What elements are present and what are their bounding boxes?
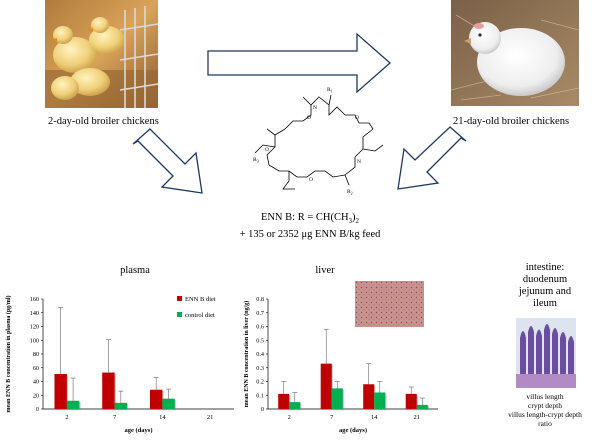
svg-text:O: O <box>355 115 359 121</box>
down-right-arrow-icon <box>132 128 203 194</box>
bar <box>374 392 386 409</box>
bar <box>149 389 163 409</box>
chicks-photo <box>45 0 158 108</box>
legend-swatch <box>177 312 182 317</box>
y-tick-label: 80 <box>33 351 39 358</box>
enniatin-b-structure: O N O O R1 R3 R2 N O <box>253 87 384 196</box>
legend-swatch <box>177 296 182 301</box>
y-tick-label: 120 <box>30 324 39 331</box>
liver-micrograph <box>355 281 424 327</box>
r2-label: R2 <box>347 189 353 196</box>
right-arrow-icon <box>207 32 391 94</box>
y-tick-label: 20 <box>33 392 39 399</box>
molecule-caption-line1: ENN B: R = CH(CH3)2 <box>260 212 360 226</box>
svg-text:O: O <box>307 115 311 121</box>
y-tick-label: 0.8 <box>256 296 264 303</box>
liver-chart-title: liver <box>315 265 335 276</box>
bar <box>320 363 332 409</box>
bar <box>331 388 343 409</box>
y-axis-label: mean ENN B concentration in plasma (pg/m… <box>5 295 12 412</box>
x-tick-label: 7 <box>330 414 334 421</box>
svg-text:O: O <box>265 147 269 153</box>
intestine-measures: villus length crypt depth villus length-… <box>508 392 582 428</box>
x-axis-label: age (days) <box>339 427 367 434</box>
y-tick-label: 0.6 <box>256 324 264 331</box>
y-tick-label: 0.4 <box>256 351 264 358</box>
bar <box>405 393 417 409</box>
legend-label: ENN B diet <box>185 296 216 303</box>
r1-label: R1 <box>327 87 333 94</box>
villi-tissue-icon <box>516 318 576 388</box>
r3-label: R3 <box>253 157 259 164</box>
legend-label: control diet <box>185 312 215 319</box>
y-tick-label: 0.3 <box>256 365 264 372</box>
left-photo-caption: 2-day-old broiler chickens <box>48 116 159 127</box>
plasma-chart: 0 20 40 60 80 100 120 140 160 2 7 14 21 age (days) mea… <box>5 295 234 434</box>
y-tick-label: 40 <box>33 379 39 386</box>
y-tick-label: 0 <box>261 406 264 413</box>
svg-text:N: N <box>357 159 361 165</box>
svg-text:N: N <box>313 105 317 111</box>
y-tick-label: 0 <box>36 406 39 413</box>
bar <box>416 404 428 409</box>
y-axis-label: mean ENN B concentration in liver (ng/g) <box>243 301 250 408</box>
x-tick-label: 21 <box>414 414 421 421</box>
y-tick-label: 0.1 <box>256 392 264 399</box>
x-tick-label: 7 <box>113 414 117 421</box>
y-tick-label: 140 <box>30 310 39 317</box>
y-tick-label: 160 <box>30 296 39 303</box>
bar <box>363 384 375 409</box>
intestine-micrograph <box>516 318 576 388</box>
liver-tissue-icon <box>355 281 424 327</box>
molecule-caption-line2: + 135 or 2352 μg ENN B/kg feed <box>239 229 381 240</box>
y-tick-label: 60 <box>33 365 39 372</box>
x-tick-label: 2 <box>288 414 291 421</box>
y-tick-label: 0.5 <box>256 337 264 344</box>
bar <box>102 372 115 409</box>
right-photo-caption: 21-day-old broiler chickens <box>453 116 570 127</box>
grown-chicken-photo <box>451 0 579 106</box>
bar <box>66 400 80 409</box>
svg-text:O: O <box>309 177 313 183</box>
x-tick-label: 14 <box>159 414 166 421</box>
x-tick-label: 2 <box>65 414 68 421</box>
x-axis-label: age (days) <box>125 427 153 434</box>
x-tick-label: 21 <box>207 414 214 421</box>
y-tick-label: 100 <box>30 337 39 344</box>
intestine-title: intestine: duodenum jejunum and ileum <box>518 262 572 309</box>
bar <box>289 402 301 409</box>
bar <box>114 402 128 409</box>
bar <box>54 373 67 409</box>
plasma-chart-title: plasma <box>120 265 150 276</box>
down-left-arrow-icon <box>397 126 467 190</box>
y-tick-label: 0.7 <box>256 310 264 317</box>
x-tick-label: 14 <box>371 414 378 421</box>
chicks-photo-icon <box>45 0 158 108</box>
bar <box>162 398 175 409</box>
liver-chart: 0 0.1 0.2 0.3 0.4 0.5 0.6 0.7 0.8 2 7 14 21 age (days… <box>243 296 438 434</box>
y-tick-label: 0.2 <box>256 379 264 386</box>
bar <box>278 393 290 409</box>
grown-chicken-photo-icon <box>451 0 579 106</box>
